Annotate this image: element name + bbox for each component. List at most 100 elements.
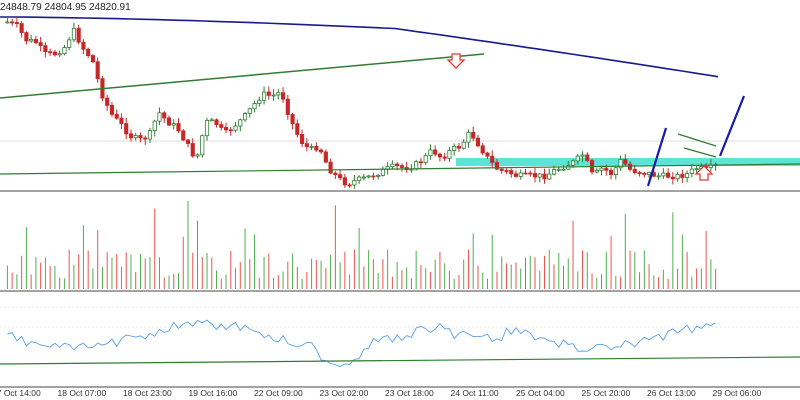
- x-tick-label: 26 Oct 13:00: [647, 388, 696, 398]
- candle: [223, 127, 229, 131]
- candle: [414, 161, 419, 170]
- candle: [366, 175, 371, 178]
- candle: [433, 149, 438, 155]
- candle: [166, 117, 172, 126]
- candle: [456, 146, 462, 149]
- candle: [33, 39, 38, 44]
- candle: [228, 129, 233, 132]
- candle: [661, 172, 666, 177]
- candle: [271, 94, 276, 97]
- candle: [314, 146, 319, 151]
- candle: [162, 112, 167, 119]
- candle: [347, 184, 352, 187]
- candle: [233, 125, 238, 131]
- candle: [214, 119, 219, 125]
- candle: [133, 135, 138, 139]
- support-zone: [456, 158, 800, 166]
- candle: [90, 55, 96, 63]
- candle: [352, 180, 357, 186]
- candle: [580, 154, 585, 157]
- candle: [599, 167, 604, 171]
- projection-line: [718, 95, 746, 157]
- candle: [371, 175, 376, 178]
- candle: [14, 22, 19, 24]
- candle: [376, 174, 381, 177]
- x-tick-label: 23 Oct 18:00: [385, 388, 434, 398]
- candle: [418, 161, 423, 164]
- candle: [395, 163, 400, 167]
- x-tick-label: 25 Oct 04:00: [516, 388, 565, 398]
- candle: [604, 167, 609, 171]
- candle: [461, 141, 466, 149]
- candle: [556, 168, 561, 171]
- candle: [24, 32, 29, 42]
- candle: [642, 172, 647, 175]
- flag-lower-line: [683, 147, 717, 158]
- candle: [428, 149, 433, 157]
- candle: [67, 39, 72, 48]
- candle: [523, 172, 528, 175]
- candle: [219, 124, 224, 128]
- candle: [29, 39, 34, 42]
- candle: [300, 134, 305, 144]
- candle: [570, 160, 576, 166]
- ohlc-readout: 24848.79 24804.95 24820.91: [0, 2, 131, 13]
- candle: [471, 131, 476, 139]
- candle: [537, 173, 542, 178]
- candle: [328, 161, 333, 174]
- candle: [309, 146, 314, 148]
- candle: [637, 172, 642, 174]
- candle: [613, 167, 618, 175]
- candle: [528, 172, 533, 175]
- candle: [281, 92, 286, 100]
- candle: [647, 172, 652, 175]
- rising-trendline: [0, 53, 485, 99]
- moving-average-line: [0, 16, 719, 78]
- candle: [551, 169, 557, 175]
- candle: [276, 92, 281, 96]
- candle: [532, 173, 538, 178]
- time-axis: 17 Oct 14:00 18 Oct 07:00 18 Oct 23:00 19 O…: [0, 388, 800, 400]
- candle: [618, 159, 623, 169]
- candle: [261, 91, 267, 101]
- candle: [670, 176, 675, 180]
- candle: [542, 173, 547, 180]
- candle: [333, 172, 338, 176]
- candle: [190, 143, 195, 157]
- candle: [694, 168, 699, 171]
- candle: [361, 176, 366, 179]
- candle: [52, 51, 57, 56]
- candle: [290, 114, 295, 125]
- candle: [209, 119, 214, 122]
- candle: [475, 137, 481, 147]
- candle: [128, 133, 134, 139]
- candle: [504, 170, 509, 172]
- lower-trendline: [0, 163, 800, 175]
- candle: [238, 119, 243, 127]
- candle: [247, 108, 252, 114]
- candle: [200, 135, 205, 156]
- candle: [480, 145, 485, 154]
- candle: [114, 114, 119, 119]
- candle: [608, 169, 614, 175]
- candle: [5, 21, 10, 24]
- candle: [171, 123, 176, 126]
- x-tick-label: 25 Oct 20:00: [581, 388, 631, 398]
- candle: [509, 170, 514, 175]
- candle: [680, 173, 685, 178]
- candle: [380, 168, 385, 176]
- candle: [447, 150, 452, 159]
- candle: [48, 51, 53, 54]
- candle: [390, 163, 395, 168]
- candle: [62, 47, 67, 55]
- candle: [423, 155, 428, 163]
- candle: [319, 149, 324, 153]
- candle: [19, 23, 24, 34]
- candle: [513, 173, 519, 177]
- x-tick-label: 29 Oct 06:00: [712, 388, 762, 398]
- candle: [594, 169, 599, 173]
- x-tick-label: 23 Oct 02:00: [319, 388, 369, 398]
- candle: [689, 168, 694, 174]
- x-tick-label: 18 Oct 07:00: [57, 388, 107, 398]
- sell-arrow-icon: [446, 53, 466, 69]
